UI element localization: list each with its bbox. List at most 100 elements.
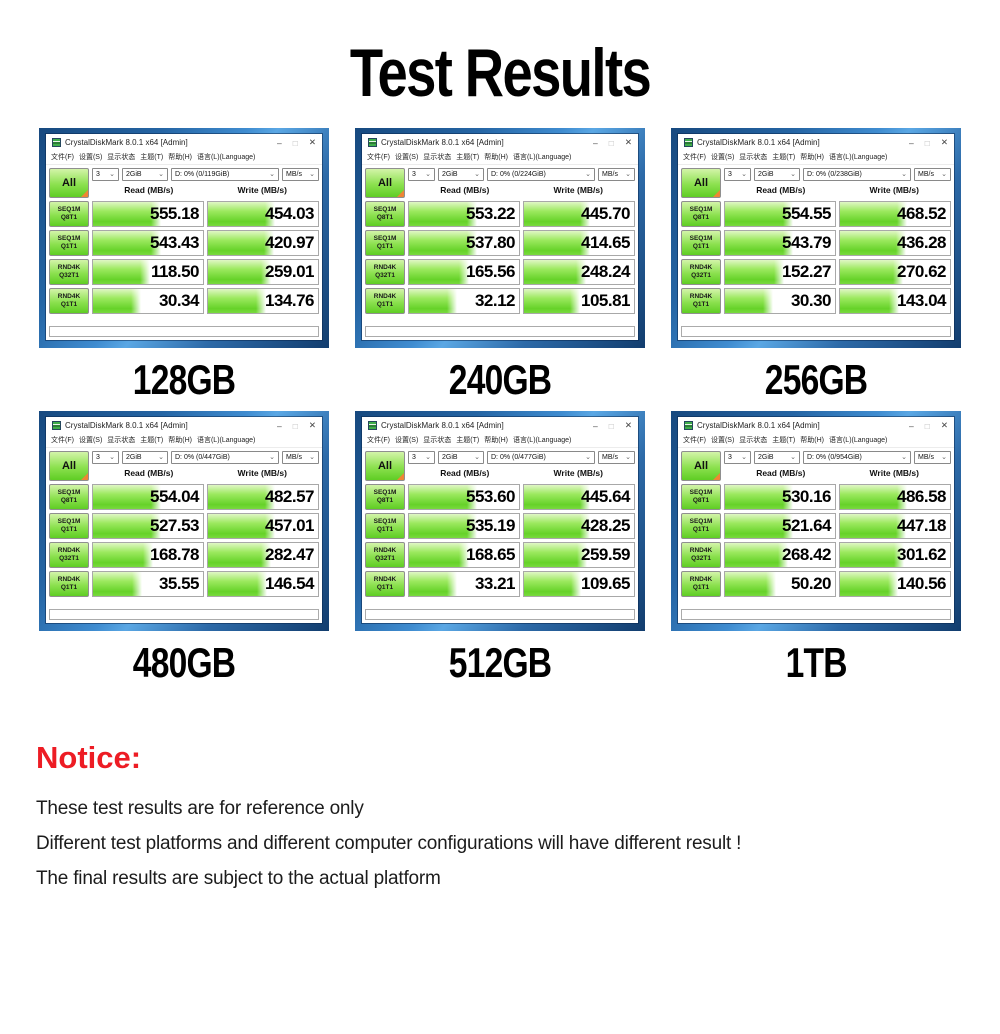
drive-select[interactable]: D: 0% (0/224GiB) ⌄ (487, 168, 595, 181)
test-type-button[interactable]: SEQ1M Q8T1 (49, 201, 89, 227)
menu-item-language[interactable]: 语言(L)(Language) (828, 154, 888, 161)
test-type-button[interactable]: RND4K Q32T1 (681, 542, 721, 568)
minimize-button[interactable]: – (593, 420, 598, 431)
menu-item-view-status[interactable]: 显示状态 (739, 437, 768, 444)
test-type-button[interactable]: RND4K Q1T1 (49, 571, 89, 597)
menu-item-help[interactable]: 帮助(H) (484, 437, 508, 444)
test-type-button[interactable]: SEQ1M Q1T1 (49, 230, 89, 256)
test-type-button[interactable]: SEQ1M Q8T1 (49, 484, 89, 510)
menu-item-help[interactable]: 帮助(H) (484, 154, 508, 161)
close-button[interactable]: ✕ (624, 137, 632, 147)
test-type-button[interactable]: RND4K Q1T1 (681, 288, 721, 314)
test-count-select[interactable]: 3 ⌄ (408, 451, 435, 464)
menu-item-file[interactable]: 文件(F) (367, 437, 390, 444)
test-type-button[interactable]: RND4K Q32T1 (681, 259, 721, 285)
menu-item-language[interactable]: 语言(L)(Language) (512, 154, 572, 161)
menu-item-help[interactable]: 帮助(H) (168, 437, 192, 444)
drive-select[interactable]: D: 0% (0/119GiB) ⌄ (171, 168, 279, 181)
close-button[interactable]: ✕ (940, 137, 948, 147)
all-button[interactable]: All (681, 168, 721, 198)
all-button[interactable]: All (365, 451, 405, 481)
test-type-button[interactable]: SEQ1M Q8T1 (681, 201, 721, 227)
menu-item-settings[interactable]: 设置(S) (78, 154, 103, 161)
menu-item-theme[interactable]: 主题(T) (772, 437, 796, 444)
test-size-select[interactable]: 2GiB ⌄ (122, 168, 168, 181)
test-type-button[interactable]: SEQ1M Q8T1 (365, 201, 405, 227)
drive-select[interactable]: D: 0% (0/477GiB) ⌄ (487, 451, 595, 464)
minimize-button[interactable]: – (593, 137, 598, 148)
unit-select[interactable]: MB/s ⌄ (282, 451, 319, 464)
menu-item-theme[interactable]: 主题(T) (456, 437, 480, 444)
menu-item-view-status[interactable]: 显示状态 (739, 154, 768, 161)
test-count-select[interactable]: 3 ⌄ (408, 168, 435, 181)
maximize-button[interactable]: □ (924, 420, 930, 431)
unit-select[interactable]: MB/s ⌄ (598, 451, 635, 464)
menu-item-file[interactable]: 文件(F) (367, 154, 390, 161)
menu-item-file[interactable]: 文件(F) (51, 154, 74, 161)
menu-item-language[interactable]: 语言(L)(Language) (196, 437, 256, 444)
menu-item-settings[interactable]: 设置(S) (710, 154, 735, 161)
maximize-button[interactable]: □ (608, 420, 614, 431)
menu-item-theme[interactable]: 主题(T) (456, 154, 480, 161)
unit-select[interactable]: MB/s ⌄ (914, 168, 951, 181)
menu-item-settings[interactable]: 设置(S) (394, 437, 419, 444)
minimize-button[interactable]: – (277, 137, 282, 148)
test-count-select[interactable]: 3 ⌄ (92, 168, 119, 181)
menu-item-file[interactable]: 文件(F) (683, 437, 706, 444)
drive-select[interactable]: D: 0% (0/954GiB) ⌄ (803, 451, 911, 464)
menu-item-theme[interactable]: 主题(T) (140, 437, 164, 444)
menu-item-theme[interactable]: 主题(T) (772, 154, 796, 161)
menu-item-view-status[interactable]: 显示状态 (107, 154, 136, 161)
unit-select[interactable]: MB/s ⌄ (282, 168, 319, 181)
maximize-button[interactable]: □ (292, 137, 298, 148)
test-type-button[interactable]: RND4K Q1T1 (681, 571, 721, 597)
test-type-button[interactable]: RND4K Q1T1 (365, 571, 405, 597)
close-button[interactable]: ✕ (308, 420, 316, 430)
test-count-select[interactable]: 3 ⌄ (92, 451, 119, 464)
drive-select[interactable]: D: 0% (0/238GiB) ⌄ (803, 168, 911, 181)
menu-item-language[interactable]: 语言(L)(Language) (196, 154, 256, 161)
test-count-select[interactable]: 3 ⌄ (724, 168, 751, 181)
menu-item-language[interactable]: 语言(L)(Language) (512, 437, 572, 444)
menu-item-settings[interactable]: 设置(S) (710, 437, 735, 444)
all-button[interactable]: All (49, 451, 89, 481)
test-size-select[interactable]: 2GiB ⌄ (438, 451, 484, 464)
test-type-button[interactable]: RND4K Q32T1 (365, 542, 405, 568)
menu-item-settings[interactable]: 设置(S) (394, 154, 419, 161)
menu-item-settings[interactable]: 设置(S) (78, 437, 103, 444)
test-type-button[interactable]: SEQ1M Q8T1 (681, 484, 721, 510)
test-size-select[interactable]: 2GiB ⌄ (122, 451, 168, 464)
menu-item-file[interactable]: 文件(F) (51, 437, 74, 444)
close-button[interactable]: ✕ (624, 420, 632, 430)
minimize-button[interactable]: – (909, 137, 914, 148)
all-button[interactable]: All (365, 168, 405, 198)
menu-item-view-status[interactable]: 显示状态 (423, 437, 452, 444)
menu-item-view-status[interactable]: 显示状态 (423, 154, 452, 161)
test-type-button[interactable]: SEQ1M Q1T1 (365, 513, 405, 539)
menu-item-view-status[interactable]: 显示状态 (107, 437, 136, 444)
test-type-button[interactable]: SEQ1M Q1T1 (681, 513, 721, 539)
test-size-select[interactable]: 2GiB ⌄ (438, 168, 484, 181)
test-type-button[interactable]: SEQ1M Q1T1 (681, 230, 721, 256)
test-size-select[interactable]: 2GiB ⌄ (754, 451, 800, 464)
close-button[interactable]: ✕ (940, 420, 948, 430)
menu-item-help[interactable]: 帮助(H) (800, 437, 824, 444)
test-type-button[interactable]: SEQ1M Q1T1 (49, 513, 89, 539)
test-type-button[interactable]: RND4K Q1T1 (365, 288, 405, 314)
test-type-button[interactable]: RND4K Q1T1 (49, 288, 89, 314)
minimize-button[interactable]: – (909, 420, 914, 431)
maximize-button[interactable]: □ (924, 137, 930, 148)
all-button[interactable]: All (49, 168, 89, 198)
maximize-button[interactable]: □ (292, 420, 298, 431)
minimize-button[interactable]: – (277, 420, 282, 431)
test-count-select[interactable]: 3 ⌄ (724, 451, 751, 464)
close-button[interactable]: ✕ (308, 137, 316, 147)
all-button[interactable]: All (681, 451, 721, 481)
test-type-button[interactable]: RND4K Q32T1 (365, 259, 405, 285)
unit-select[interactable]: MB/s ⌄ (598, 168, 635, 181)
menu-item-help[interactable]: 帮助(H) (168, 154, 192, 161)
drive-select[interactable]: D: 0% (0/447GiB) ⌄ (171, 451, 279, 464)
maximize-button[interactable]: □ (608, 137, 614, 148)
test-type-button[interactable]: SEQ1M Q8T1 (365, 484, 405, 510)
test-size-select[interactable]: 2GiB ⌄ (754, 168, 800, 181)
